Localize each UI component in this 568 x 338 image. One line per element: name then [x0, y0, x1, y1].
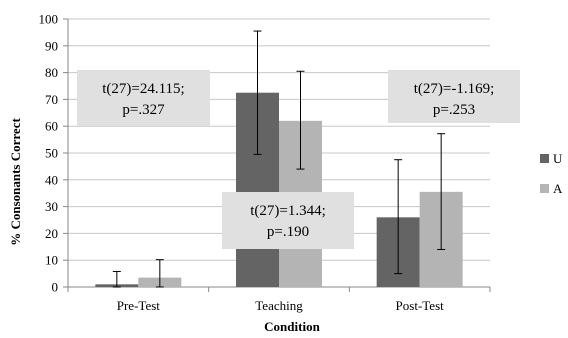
y-tick-label: 20	[45, 226, 58, 241]
y-tick-label: 90	[45, 38, 58, 53]
annotation-box	[77, 70, 210, 126]
y-axis-label: % Consonants Correct	[8, 118, 23, 246]
tick-labels: 0 10 20 30 40 50 60 70 80 90 100 Pre-Test Teaching Po…	[39, 12, 445, 314]
y-tick-label: 50	[45, 146, 58, 161]
annotations: t(27)=24.115; p=.327 t(27)=1.344; p=.190 t(2…	[77, 70, 520, 249]
y-tick-label: 100	[39, 12, 59, 27]
y-tick-label: 40	[45, 172, 58, 187]
y-tick-label: 30	[45, 199, 58, 214]
annotation-text: p=.253	[433, 102, 475, 118]
annotation-box	[222, 192, 354, 249]
annotation-text: p=.190	[267, 224, 309, 240]
error-bars	[112, 30, 446, 288]
y-tick-label: 70	[45, 92, 58, 107]
x-tick-label: Teaching	[255, 298, 303, 313]
x-tick-label: Pre-Test	[117, 298, 161, 313]
y-tick-label: 0	[52, 280, 59, 295]
x-axis-label: Condition	[264, 319, 320, 334]
legend: UA	[540, 151, 563, 196]
annotation-text: p=.327	[122, 102, 165, 118]
y-tick-label: 80	[45, 65, 58, 80]
annotation-text: t(27)=1.344;	[250, 203, 326, 219]
y-tick-label: 60	[45, 119, 58, 134]
legend-swatch	[540, 184, 549, 193]
annotation-text: t(27)=24.115;	[102, 81, 184, 97]
annotation-text: t(27)=-1.169;	[414, 81, 495, 97]
legend-swatch	[540, 154, 549, 163]
legend-label: U	[553, 151, 563, 166]
x-tick-label: Post-Test	[396, 298, 445, 313]
annotation-box	[388, 70, 520, 123]
y-tick-label: 10	[45, 253, 58, 268]
legend-label: A	[553, 181, 563, 196]
